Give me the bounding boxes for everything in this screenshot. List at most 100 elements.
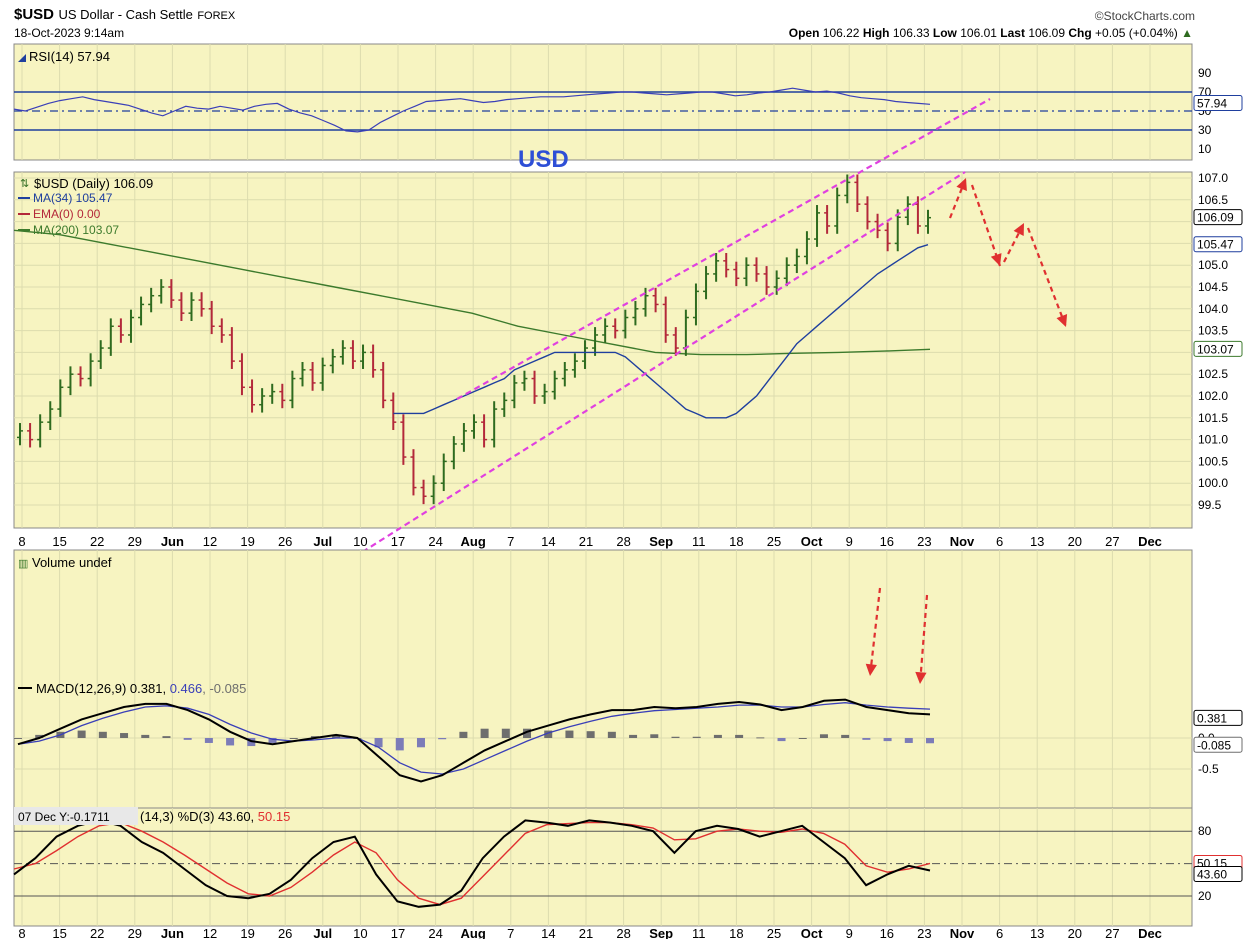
ma34-value-label: 105.47 <box>1197 238 1234 252</box>
x-axis-label: 13 <box>1030 534 1044 549</box>
open-label: Open <box>788 26 820 40</box>
macd-histogram-bar <box>480 728 489 738</box>
x-axis-label: 7 <box>507 534 514 549</box>
macd-histogram-bar <box>77 730 86 738</box>
ma200-label: MA(200) 103.07 <box>33 223 119 237</box>
x-axis-label: Sep <box>649 534 673 549</box>
x-axis-label-bottom: 19 <box>240 926 254 939</box>
price-tick-label: 102.5 <box>1198 367 1228 381</box>
rsi-tick-label: 90 <box>1198 66 1212 80</box>
x-axis-label: 9 <box>846 534 853 549</box>
channel-lower-line <box>336 171 966 569</box>
macd-histogram-bar <box>692 736 701 738</box>
macd-histogram-bar <box>586 731 595 738</box>
macd-histogram-bar <box>819 734 828 738</box>
x-axis-label-bottom: 15 <box>52 926 66 939</box>
x-axis-label-bottom: Jun <box>161 926 184 939</box>
x-axis-label-bottom: 24 <box>428 926 442 939</box>
macd-signal-line <box>17 702 931 775</box>
chart-header: $USD US Dollar - Cash Settle FOREX <box>14 6 235 24</box>
x-axis-label-bottom: 12 <box>203 926 217 939</box>
macd-arrow-down-1-head <box>865 663 877 676</box>
x-axis-label-bottom: 29 <box>128 926 142 939</box>
x-axis-label: 19 <box>240 534 254 549</box>
macd-hist-value-label-box <box>1193 736 1243 753</box>
x-axis-label-bottom: 8 <box>18 926 25 939</box>
macd-histogram-bar <box>841 734 850 738</box>
stoch-tick-label: 80 <box>1198 824 1212 838</box>
x-axis-label: 12 <box>203 534 217 549</box>
chg-label: Chg <box>1068 26 1092 40</box>
rsi-triangle-icon <box>18 54 26 62</box>
stoch-k-line <box>13 819 931 908</box>
x-axis-label: 17 <box>391 534 405 549</box>
macd-line <box>17 698 931 783</box>
rsi-line <box>13 87 931 133</box>
macd-histogram-bar <box>501 728 510 738</box>
x-axis-label: Jun <box>161 534 184 549</box>
rsi-panel <box>13 43 1193 161</box>
price-bars-icon: ⇅ <box>20 178 29 190</box>
price-last-value-label: 106.09 <box>1197 211 1234 225</box>
x-axis-label-bottom: 7 <box>507 926 514 939</box>
ma200-line <box>13 229 931 356</box>
x-axis-label: 25 <box>767 534 781 549</box>
macd-histogram-bar <box>459 731 468 738</box>
x-axis-label: 8 <box>18 534 25 549</box>
macd-label: MACD(12,26,9) 0.381, 0.466, -0.085 <box>36 681 246 696</box>
ticker-symbol: $USD <box>14 6 55 23</box>
x-axis-label-bottom: 22 <box>90 926 104 939</box>
x-axis-label-bottom: 17 <box>391 926 405 939</box>
price-tick-label: 101.0 <box>1198 433 1228 447</box>
ohlc-summary: Open 106.22 High 106.33 Low 106.01 Last … <box>789 26 1193 40</box>
x-axis-label: 6 <box>996 534 1003 549</box>
x-axis-label: 10 <box>353 534 367 549</box>
macd-histogram-bar <box>332 734 341 738</box>
ma200-value-label: 103.07 <box>1197 342 1234 356</box>
x-axis-label: 18 <box>729 534 743 549</box>
macd-histogram-bar <box>671 736 680 738</box>
x-axis-label: 14 <box>541 534 555 549</box>
crosshair-tooltip-box <box>14 807 138 825</box>
volume-label: Volume undef <box>32 555 112 570</box>
price-tick-label: 105.0 <box>1198 258 1228 272</box>
macd-histogram-bar <box>650 734 659 738</box>
macd-histogram-bar <box>141 734 150 738</box>
macd-histogram-bar <box>416 738 425 748</box>
x-axis-label-bottom: 10 <box>353 926 367 939</box>
forecast-arrow-down-1-head <box>990 253 1002 266</box>
price-tick-label: 104.5 <box>1198 280 1228 294</box>
usd-annotation: USD <box>518 146 569 173</box>
price-tick-label: 107.0 <box>1198 171 1228 185</box>
x-axis-label-bottom: 21 <box>579 926 593 939</box>
macd-histogram-bar <box>98 731 107 738</box>
price-tick-label: 104.0 <box>1198 302 1228 316</box>
x-axis-label: Jul <box>313 534 332 549</box>
x-axis-label-bottom: 9 <box>846 926 853 939</box>
x-axis-label-bottom: 23 <box>917 926 931 939</box>
x-axis-label: 28 <box>616 534 630 549</box>
price-tick-label: 99.5 <box>1198 498 1222 512</box>
macd-histogram-bar <box>756 737 765 739</box>
x-axis-label-bottom: Dec <box>1138 926 1162 939</box>
price-tick-label: 106.5 <box>1198 193 1228 207</box>
x-axis-label: 23 <box>917 534 931 549</box>
ema0-label: EMA(0) 0.00 <box>33 207 101 221</box>
price-tick-label: 100.5 <box>1198 454 1228 468</box>
stoch-k-value-label-box <box>1193 866 1243 883</box>
low-label: Low <box>932 26 957 40</box>
price-label: $USD (Daily) 106.09 <box>34 176 153 191</box>
rsi-label: RSI(14) 57.94 <box>29 49 110 64</box>
stochastic-panel <box>13 807 1193 927</box>
exchange-label: FOREX <box>197 10 236 22</box>
macd-histogram-bar <box>713 734 722 738</box>
x-axis-label: Nov <box>950 534 975 549</box>
x-axis-label: 11 <box>692 534 706 549</box>
x-axis-label-bottom: 26 <box>278 926 292 939</box>
x-axis-label-bottom: Jul <box>313 926 332 939</box>
crosshair-tooltip: 07 Dec Y:-0.1711 <box>18 810 110 824</box>
macd-histogram-bar <box>926 738 934 744</box>
x-axis-label-bottom: 28 <box>616 926 630 939</box>
forecast-arrow-down-2-head <box>1056 314 1068 327</box>
